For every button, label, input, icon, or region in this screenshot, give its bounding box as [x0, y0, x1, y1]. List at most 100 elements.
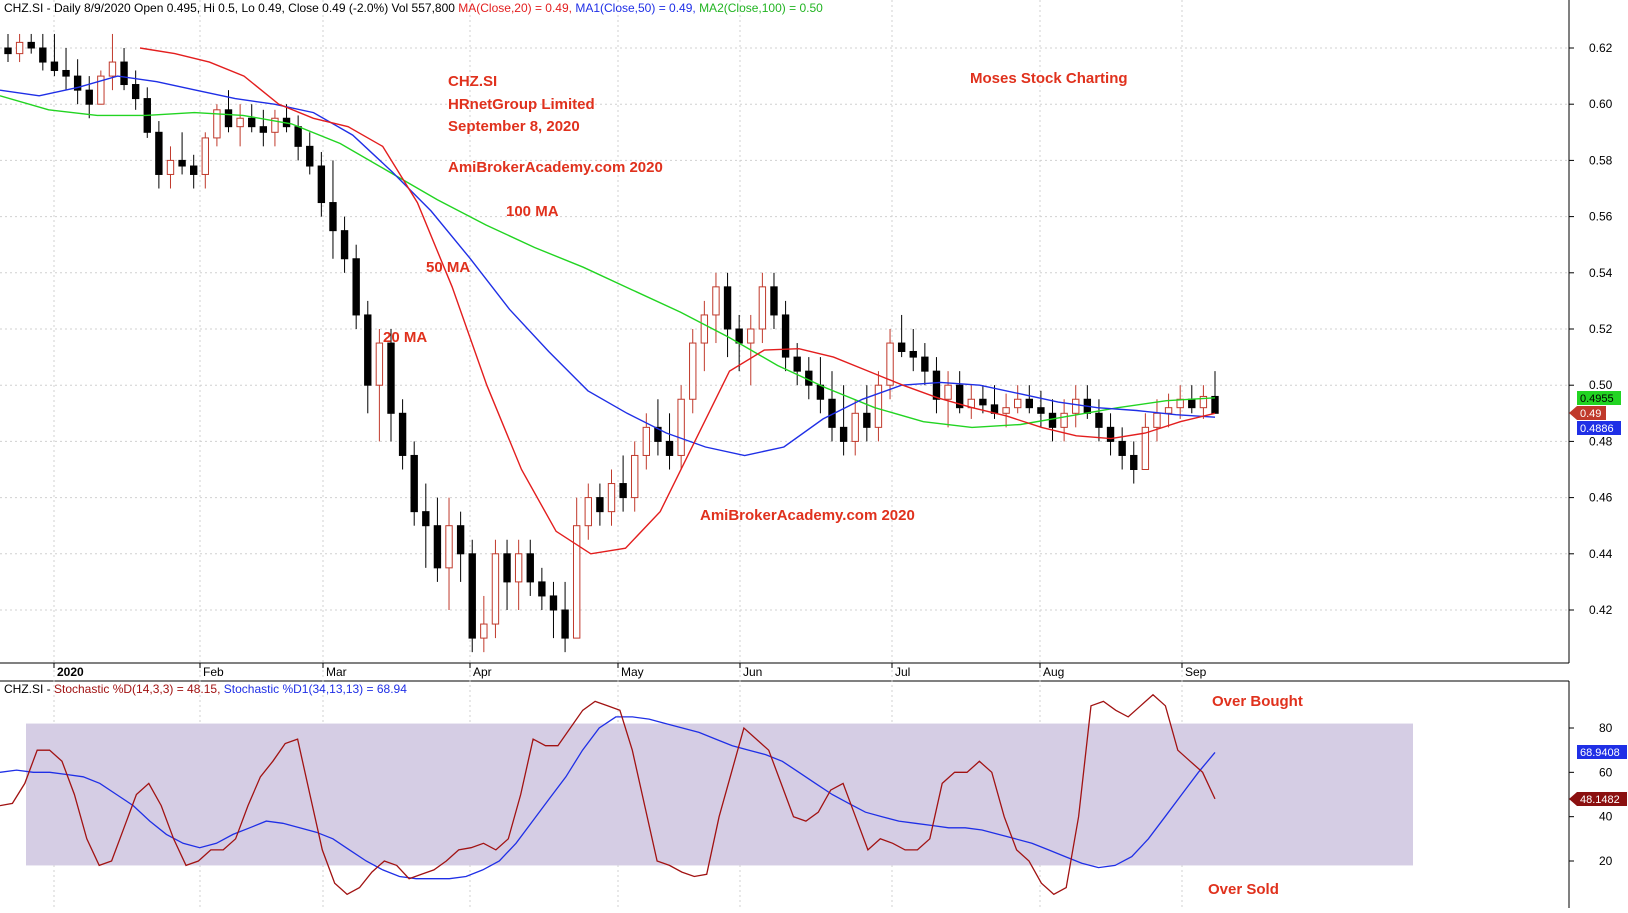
candle-body — [398, 412, 407, 456]
month-labels: 2020 Feb Mar Apr May Jun Jul Aug Sep — [53, 663, 1207, 679]
candle-body — [306, 145, 314, 167]
candle-body — [294, 126, 302, 147]
candle-body — [422, 511, 430, 527]
osc-tick-label: 20 — [1599, 854, 1613, 868]
candle-body — [410, 454, 418, 513]
candle-body — [712, 286, 720, 316]
candle-body — [538, 581, 546, 597]
candle-body — [932, 370, 941, 400]
annotation-date: September 8, 2020 — [448, 118, 580, 135]
candle-body — [700, 314, 709, 344]
osc-header-slow: Stochastic %D1(34,13,13) = 68.94 — [224, 682, 407, 696]
candle-body — [120, 61, 128, 86]
month-label: Mar — [326, 665, 347, 679]
candle-body — [572, 525, 581, 639]
candle-body — [607, 483, 616, 513]
candle-body — [236, 117, 244, 128]
candle-body — [642, 426, 651, 456]
candle-body — [468, 553, 476, 639]
price-tick-label: 0.46 — [1589, 491, 1613, 505]
candle-body — [445, 525, 453, 569]
candle-body — [1130, 454, 1138, 471]
candle-body — [224, 109, 233, 128]
month-label: May — [621, 665, 644, 679]
candle-body — [433, 525, 442, 569]
candle-body — [909, 350, 917, 358]
y-tick-labels: 0.62 0.60 0.58 0.56 0.54 0.52 0.50 0.48 0.46 0.44… — [1569, 41, 1613, 868]
candle-body — [271, 117, 279, 133]
candle-body — [27, 41, 35, 49]
price-tick-label: 0.62 — [1589, 41, 1613, 55]
month-label: Jun — [743, 665, 762, 679]
month-label: Aug — [1043, 665, 1064, 679]
tag-close: 0.49 — [1569, 406, 1606, 420]
price-tick-label: 0.42 — [1589, 603, 1613, 617]
candle-body — [503, 553, 511, 583]
price-header-ma50: MA1(Close,50) = 0.49, — [575, 1, 699, 15]
candle-body — [514, 553, 523, 583]
candle-body — [155, 131, 163, 175]
candle-body — [213, 109, 221, 139]
candle-body — [747, 328, 755, 344]
ma20-line — [139, 47, 1216, 555]
candle-body — [352, 258, 360, 316]
candle-body — [944, 384, 952, 400]
tag-stoch-slow: 68.9408 — [1577, 745, 1627, 759]
annotation-moses: Moses Stock Charting — [970, 70, 1128, 87]
month-label: Jul — [895, 665, 910, 679]
candle-body — [329, 202, 337, 232]
tag-ma50: 0.4886 — [1577, 421, 1621, 435]
ma50-line — [0, 75, 1216, 457]
candle-body — [73, 75, 82, 91]
candle-body — [1025, 398, 1033, 409]
tag-stoch-fast-text: 48.1482 — [1580, 794, 1620, 806]
osc-tick-label: 40 — [1599, 810, 1613, 824]
osc-header: CHZ.SI - Stochastic %D(14,3,3) = 48.15, … — [4, 682, 407, 696]
candle-body — [897, 342, 906, 352]
candle-body — [1014, 398, 1022, 409]
price-tick-label: 0.60 — [1589, 97, 1613, 111]
candle-body — [1211, 395, 1219, 414]
candle-body — [190, 165, 198, 175]
tag-ma100-text: 0.4955 — [1580, 393, 1614, 405]
candle-body — [85, 89, 93, 105]
candle-body — [1118, 440, 1126, 456]
candle-body — [248, 117, 256, 128]
annotation-watermark-2: AmiBrokerAcademy.com 2020 — [700, 507, 915, 524]
candle-body — [735, 328, 743, 344]
candle-body — [758, 286, 767, 330]
candle-body — [317, 165, 326, 204]
price-header-prefix: CHZ.SI - Daily 8/9/2020 Open 0.495, Hi 0… — [4, 1, 458, 15]
candle-body — [619, 483, 627, 499]
candle-body — [1095, 412, 1103, 428]
candle-body — [955, 384, 964, 409]
price-header-ma20: MA(Close,20) = 0.49, — [458, 1, 575, 15]
tag-stoch-slow-text: 68.9408 — [1580, 747, 1620, 759]
candle-body — [1072, 398, 1080, 414]
annotation-50ma: 50 MA — [426, 259, 470, 276]
candle-body — [631, 454, 639, 499]
price-header: CHZ.SI - Daily 8/9/2020 Open 0.495, Hi 0… — [4, 1, 823, 15]
candle-body — [723, 286, 732, 330]
candle-body — [874, 384, 883, 428]
month-label: Apr — [473, 665, 492, 679]
candle-body — [364, 314, 372, 386]
tag-ma50-text: 0.4886 — [1580, 423, 1614, 435]
price-tick-label: 0.54 — [1589, 266, 1613, 280]
candle-body — [97, 75, 105, 105]
candle-body — [340, 230, 349, 260]
candles-layer — [4, 33, 1219, 653]
candle-body — [863, 412, 871, 428]
candle-body — [1164, 407, 1173, 414]
candle-body — [979, 398, 987, 406]
candle-body — [387, 342, 395, 414]
price-tick-label: 0.44 — [1589, 547, 1613, 561]
candle-body — [596, 497, 604, 513]
tag-close-text: 0.49 — [1580, 408, 1601, 420]
osc-tick-label: 80 — [1599, 721, 1613, 735]
candle-body — [561, 609, 569, 639]
candle-body — [886, 342, 894, 386]
candle-body — [921, 356, 929, 372]
